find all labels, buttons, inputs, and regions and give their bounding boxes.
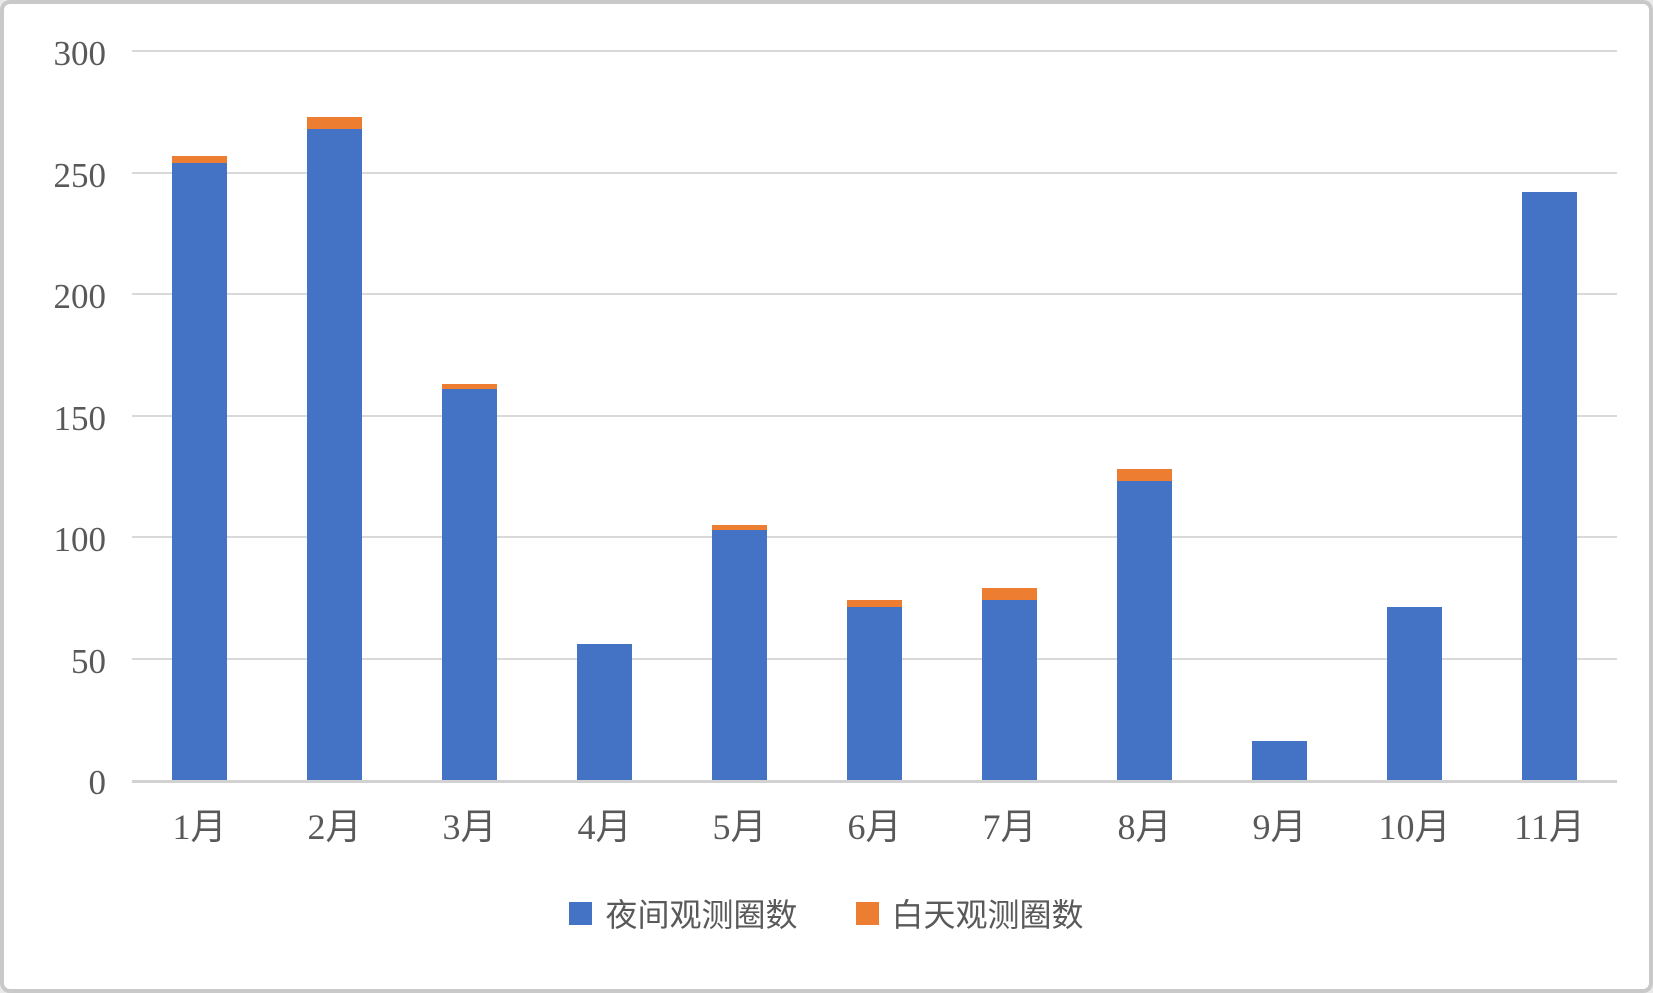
gridline-100 xyxy=(132,536,1617,538)
bar-stack xyxy=(1387,607,1442,780)
bar-segment-白天观测圈数-8月 xyxy=(1117,468,1172,482)
bar-segment-夜间观测圈数-2月 xyxy=(307,128,362,780)
bar-group-3月 xyxy=(402,54,537,780)
x-tick-label-8月: 8月 xyxy=(1117,807,1172,847)
bar-segment-白天观测圈数-5月 xyxy=(712,524,767,530)
legend-swatch-icon xyxy=(569,901,593,925)
gridline-300 xyxy=(132,50,1617,52)
bar-segment-夜间观测圈数-9月 xyxy=(1252,741,1307,780)
bar-stack xyxy=(1117,468,1172,780)
x-tick-label-6月: 6月 xyxy=(847,807,902,847)
y-axis: 0 50 100 150 200 250 300 xyxy=(4,34,107,802)
legend-label: 白天观测圈数 xyxy=(891,897,1084,933)
bar-segment-夜间观测圈数-7月 xyxy=(982,600,1037,780)
x-tick-label-7月: 7月 xyxy=(982,807,1037,847)
bar-group-10月 xyxy=(1347,54,1482,780)
y-tick-label: 150 xyxy=(53,398,107,438)
y-tick-label: 0 xyxy=(88,763,107,802)
bar-stack xyxy=(847,600,902,780)
x-tick-label-5月: 5月 xyxy=(712,807,767,847)
y-tick-label: 300 xyxy=(53,34,107,73)
bar-segment-夜间观测圈数-5月 xyxy=(712,529,767,780)
legend-item-白天观测圈数: 白天观测圈数 xyxy=(855,890,1084,936)
y-tick-label: 200 xyxy=(53,277,107,316)
legend-swatch-icon xyxy=(855,901,879,925)
x-tick-label-10月: 10月 xyxy=(1378,807,1451,847)
bar-group-9月 xyxy=(1212,54,1347,780)
bar-segment-白天观测圈数-2月 xyxy=(307,116,362,129)
bar-stack xyxy=(307,116,362,780)
bar-segment-夜间观测圈数-10月 xyxy=(1387,607,1442,780)
bar-segment-白天观测圈数-3月 xyxy=(442,383,497,389)
bar-segment-夜间观测圈数-1月 xyxy=(172,162,227,780)
bar-segment-夜间观测圈数-4月 xyxy=(577,643,632,780)
bar-stack xyxy=(442,383,497,780)
x-tick-label-1月: 1月 xyxy=(172,807,227,847)
bar-segment-夜间观测圈数-8月 xyxy=(1117,481,1172,780)
gridline-250 xyxy=(132,171,1617,174)
bar-group-5月 xyxy=(672,54,807,780)
gridline-150 xyxy=(132,414,1617,417)
bar-group-8月 xyxy=(1077,54,1212,780)
bar-segment-白天观测圈数-6月 xyxy=(847,600,902,608)
legend: 夜间观测圈数 白天观测圈数 xyxy=(4,890,1649,936)
bar-group-1月 xyxy=(132,54,267,780)
bar-segment-夜间观测圈数-6月 xyxy=(847,607,902,780)
bar-stack xyxy=(1522,191,1577,780)
bar-segment-夜间观测圈数-3月 xyxy=(442,388,497,780)
legend-item-夜间观测圈数: 夜间观测圈数 xyxy=(569,890,798,936)
x-tick-label-9月: 9月 xyxy=(1252,807,1307,847)
bar-segment-白天观测圈数-7月 xyxy=(982,588,1037,601)
bars-container xyxy=(132,54,1617,780)
bar-stack xyxy=(712,524,767,780)
x-tick-label-11月: 11月 xyxy=(1514,807,1585,847)
bar-group-11月 xyxy=(1482,54,1617,780)
bar-stack xyxy=(577,643,632,780)
bar-stack xyxy=(172,155,227,780)
x-tick-label-2月: 2月 xyxy=(307,807,362,847)
bar-stack xyxy=(982,588,1037,780)
x-tick-label-3月: 3月 xyxy=(442,807,497,847)
bar-group-2月 xyxy=(267,54,402,780)
y-tick-label: 250 xyxy=(53,155,107,195)
legend-label: 夜间观测圈数 xyxy=(605,897,798,933)
bar-group-7月 xyxy=(942,54,1077,780)
y-tick-label: 50 xyxy=(71,641,106,681)
x-axis: 1月 2月 3月 4月 5月 6月 7月 8月 9月 10月 11月 xyxy=(132,798,1617,850)
bar-segment-白天观测圈数-1月 xyxy=(172,155,227,163)
bar-group-4月 xyxy=(537,54,672,780)
bar-stack xyxy=(1252,741,1307,780)
x-tick-label-4月: 4月 xyxy=(577,807,632,847)
y-tick-label: 100 xyxy=(53,520,107,559)
bar-group-6月 xyxy=(807,54,942,780)
plot-area xyxy=(132,50,1617,783)
bar-segment-夜间观测圈数-11月 xyxy=(1522,191,1577,780)
gridline-200 xyxy=(132,293,1617,295)
